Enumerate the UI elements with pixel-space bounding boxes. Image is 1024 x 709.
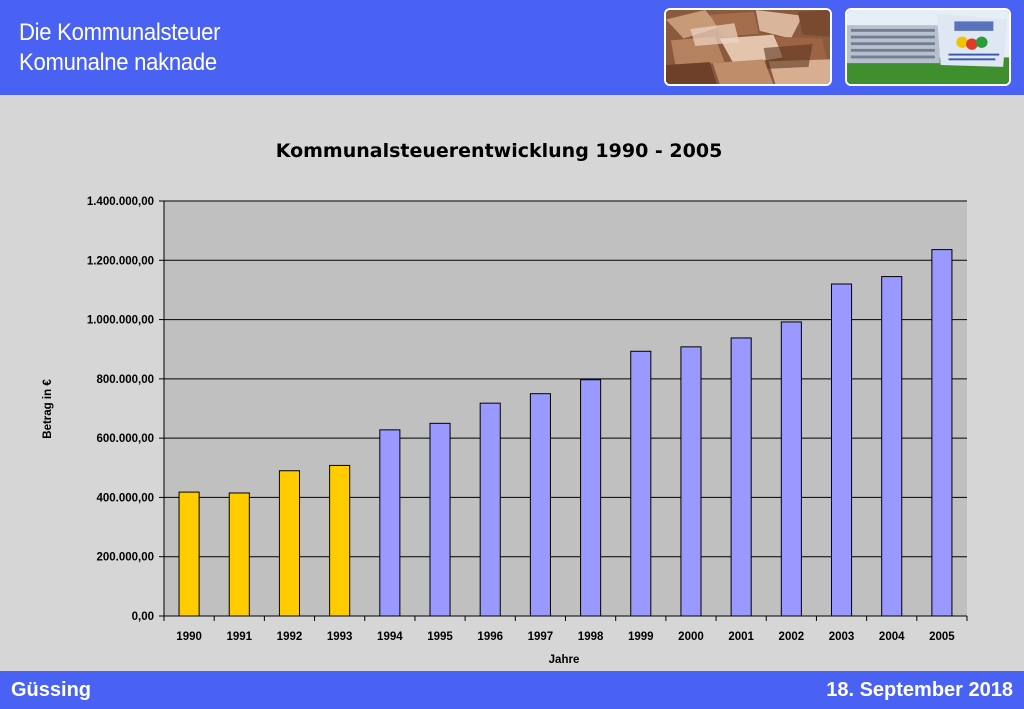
bar-1996 bbox=[479, 402, 501, 617]
chart-title: Kommunalsteuerentwicklung 1990 - 2005 bbox=[276, 140, 723, 162]
x-tick-label: 2002 bbox=[779, 631, 805, 643]
y-tick-label: 200.000,00 bbox=[96, 552, 154, 564]
x-tick-label: 1992 bbox=[277, 631, 303, 643]
y-axis-label: Betrag in € bbox=[42, 379, 54, 439]
bar-2000 bbox=[680, 346, 702, 617]
x-tick-label: 2001 bbox=[728, 631, 754, 643]
wood-chips-photo bbox=[664, 8, 832, 86]
y-tick-label: 600.000,00 bbox=[96, 433, 154, 445]
footer-location: Güssing bbox=[11, 679, 92, 701]
slide-title-line-1: Die Kommunalsteuer bbox=[19, 19, 221, 46]
header-bar: Die Kommunalsteuer Komunalne naknade bbox=[0, 0, 1024, 95]
bar-2001 bbox=[730, 337, 752, 617]
x-axis-label: Jahre bbox=[549, 654, 580, 666]
x-tick-label: 1998 bbox=[578, 631, 604, 643]
y-tick-label: 1.000.000,00 bbox=[87, 315, 154, 327]
x-tick-label: 2004 bbox=[879, 631, 905, 643]
x-tick-label: 1999 bbox=[628, 631, 654, 643]
bar-1995 bbox=[429, 422, 451, 617]
y-tick-label: 0,00 bbox=[132, 611, 154, 623]
x-tick-label: 1991 bbox=[226, 631, 252, 643]
bar-2004 bbox=[881, 276, 903, 617]
bar-1991 bbox=[228, 492, 250, 617]
x-tick-label: 1997 bbox=[528, 631, 554, 643]
bar-1994 bbox=[379, 429, 401, 617]
x-tick-label: 1993 bbox=[327, 631, 353, 643]
slide-title-line-2: Komunalne naknade bbox=[19, 49, 217, 76]
x-tick-label: 1995 bbox=[427, 631, 453, 643]
y-tick-label: 400.000,00 bbox=[96, 492, 154, 504]
bar-1990 bbox=[178, 491, 200, 617]
footer-bar: Güssing 18. September 2018 bbox=[0, 671, 1024, 709]
y-axis-ticks: 0,00 200.000,00 400.000,00 600.000,00 800.00… bbox=[87, 196, 164, 623]
slide-title: Die Kommunalsteuer Komunalne naknade bbox=[19, 18, 220, 78]
x-tick-label: 2005 bbox=[929, 631, 955, 643]
y-tick-label: 800.000,00 bbox=[96, 374, 154, 386]
x-tick-label: 2000 bbox=[678, 631, 704, 643]
x-tick-label: 1994 bbox=[377, 631, 403, 643]
bars bbox=[178, 249, 953, 617]
x-tick-label: 2003 bbox=[829, 631, 855, 643]
y-tick-label: 1.400.000,00 bbox=[87, 196, 154, 208]
footer-date: 18. September 2018 bbox=[826, 679, 1013, 701]
bar-1993 bbox=[329, 464, 351, 617]
bar-2002 bbox=[780, 321, 802, 617]
eee-building-photo bbox=[845, 8, 1011, 86]
bar-1997 bbox=[529, 393, 551, 617]
y-tick-label: 1.200.000,00 bbox=[87, 255, 154, 267]
x-tick-label: 1990 bbox=[176, 631, 202, 643]
x-tick-label: 1996 bbox=[477, 631, 503, 643]
bar-1999 bbox=[630, 350, 652, 617]
bar-2005 bbox=[931, 249, 953, 617]
x-axis-ticks: 1990 1991 1992 1993 1994 1995 1996 1997 1998 1999… bbox=[163, 616, 968, 643]
bar-1992 bbox=[278, 470, 301, 617]
bar-chart: Kommunalsteuerentwicklung 1990 - 2005 0,… bbox=[42, 140, 968, 666]
bar-2003 bbox=[830, 283, 853, 617]
bar-1998 bbox=[580, 379, 602, 617]
